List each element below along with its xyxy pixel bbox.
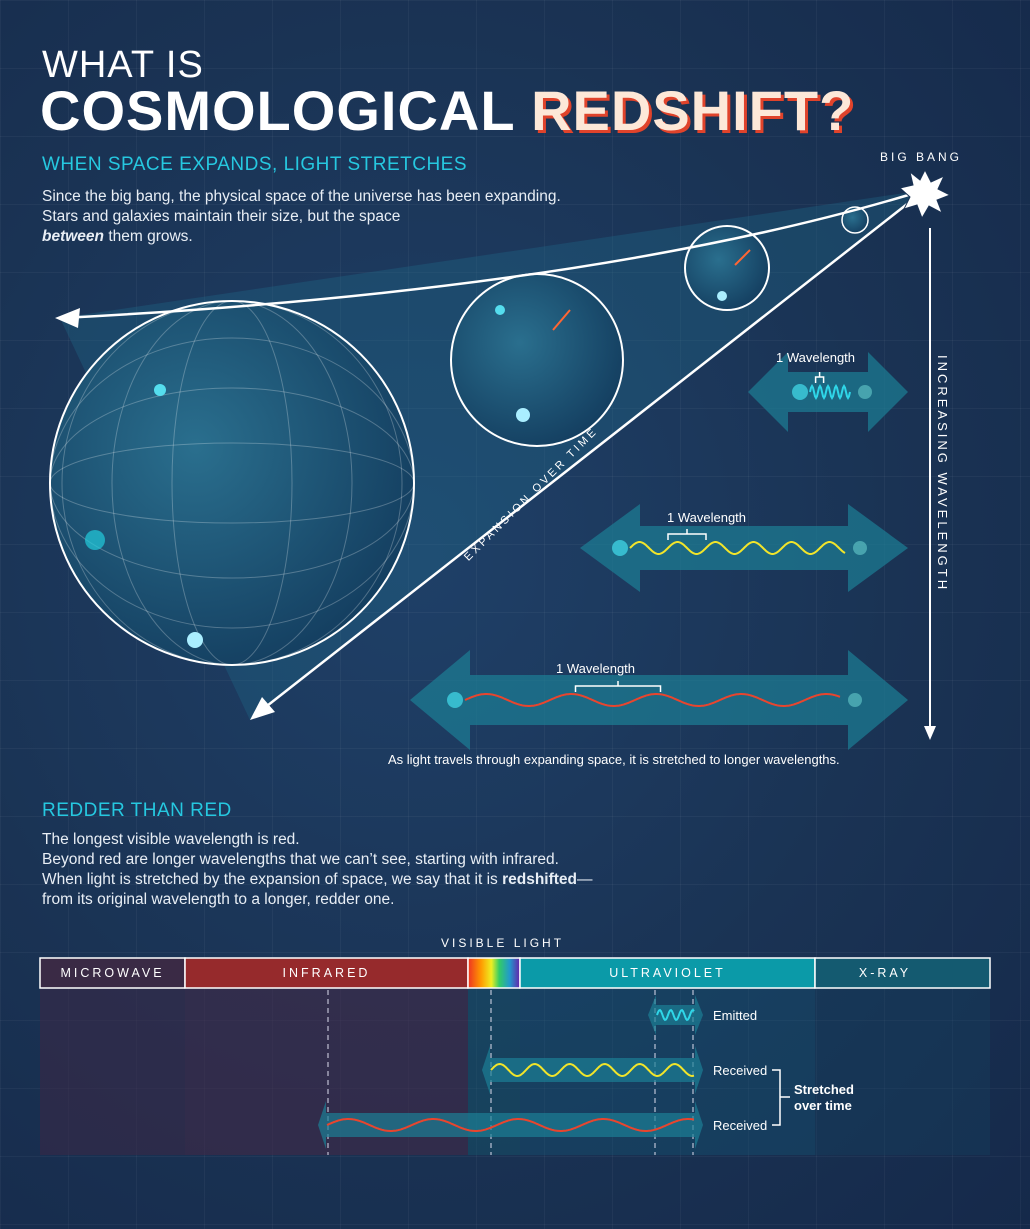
- para-line: When light is stretched by the expansion…: [42, 870, 593, 890]
- light-wave-3: [464, 693, 841, 707]
- spectrum-arrow-1: [648, 995, 703, 1035]
- title-cosmological: COSMOLOGICAL: [40, 79, 532, 142]
- galaxy-icon: [853, 541, 867, 555]
- universe-sphere-tiny: [841, 206, 869, 234]
- big-bang-star-icon: [898, 168, 952, 220]
- title-line1: WHAT IS: [42, 44, 204, 86]
- spectrum-band: [467, 957, 521, 989]
- expansion-arrow-lower: [257, 189, 926, 714]
- emitted-label: Emitted: [713, 1008, 758, 1023]
- para-rest: them grows.: [104, 228, 193, 245]
- galaxy-icon: [848, 693, 862, 707]
- arrowhead-upper: [55, 308, 80, 328]
- para-line: The longest visible wavelength is red.: [42, 831, 300, 848]
- stretched-text: Stretched: [794, 1082, 854, 1097]
- para-line: Since the big bang, the physical space o…: [42, 188, 561, 205]
- universe-sphere-small: [684, 225, 770, 311]
- arrowhead-lower: [250, 697, 275, 720]
- spectrum-column: [815, 988, 990, 1155]
- band-ultraviolet: ULTRAVIOLET: [609, 966, 726, 980]
- wavelength-arrows: [410, 352, 908, 750]
- para-emphasis: between: [42, 228, 105, 245]
- spectrum-wave-3: [326, 1118, 695, 1132]
- para-emphasis: redshifted: [502, 871, 578, 888]
- band-infrared: INFRARED: [282, 966, 371, 980]
- section2-paragraph: The longest visible wavelength is red. B…: [42, 830, 593, 910]
- galaxy-icon: [858, 385, 872, 399]
- universe-sphere-large: [49, 300, 415, 666]
- title-redshift: REDSHIFT?: [531, 79, 855, 142]
- diagram-caption: As light travels through expanding space…: [388, 752, 840, 767]
- double-arrow-1: [748, 352, 908, 432]
- band-xray: X-RAY: [858, 966, 912, 980]
- stretched-label: Stretched over time: [794, 1082, 854, 1114]
- visible-light-label: VISIBLE LIGHT: [441, 936, 565, 950]
- double-arrow-3: [410, 650, 908, 750]
- received-label-2: Received: [713, 1118, 768, 1133]
- spectrum-wave-2: [490, 1062, 695, 1078]
- wavelength-bracket-1: [814, 372, 825, 383]
- para-text: When light is stretched by the expansion…: [42, 871, 503, 888]
- spectrum-band: [814, 957, 991, 989]
- para-line: from its original wavelength to a longer…: [42, 891, 395, 908]
- band-microwave: MICROWAVE: [60, 966, 165, 980]
- section1-heading: WHEN SPACE EXPANDS, LIGHT STRETCHES: [42, 154, 468, 175]
- spectrum-wave-1: [656, 1008, 695, 1022]
- para-line: Stars and galaxies maintain their size, …: [42, 208, 401, 225]
- galaxy-icon: [447, 692, 463, 708]
- spectrum-graphics: [39, 957, 991, 1155]
- spectrum-arrow-2: [482, 1046, 703, 1094]
- para-dash: —: [577, 871, 593, 888]
- para-line: Beyond red are longer wavelengths that w…: [42, 851, 559, 868]
- wavelength-label-2: 1 Wavelength: [667, 510, 747, 525]
- wavelength-label-3: 1 Wavelength: [556, 661, 636, 676]
- big-bang-label: BIG BANG: [880, 150, 963, 164]
- universe-sphere-medium: [450, 273, 624, 447]
- spectrum-band: [519, 957, 816, 989]
- wavelength-label-1: 1 Wavelength: [776, 350, 856, 365]
- stretched-bracket: [772, 1069, 790, 1126]
- spectrum-arrow-3: [318, 1101, 703, 1149]
- wavelength-bracket-2: [667, 529, 707, 540]
- title-line2: COSMOLOGICAL REDSHIFT?: [40, 78, 854, 143]
- section2-heading: REDDER THAN RED: [42, 800, 232, 821]
- spectrum-band: [184, 957, 469, 989]
- wavelength-bracket-3: [574, 681, 662, 692]
- received-label-1: Received: [713, 1063, 768, 1078]
- spectrum-column: [40, 988, 185, 1155]
- section1-paragraph: Since the big bang, the physical space o…: [42, 187, 561, 247]
- light-wave-1: [809, 383, 851, 401]
- galaxy-icon: [792, 384, 808, 400]
- expansion-arrow-upper: [61, 188, 926, 320]
- light-wave-2: [629, 541, 846, 555]
- increasing-wavelength-label: INCREASING WAVELENGTH: [935, 355, 950, 593]
- increasing-arrowhead: [924, 726, 936, 740]
- galaxy-icon: [612, 540, 628, 556]
- para-line: between them grows.: [42, 227, 561, 247]
- over-time-text: over time: [794, 1098, 852, 1113]
